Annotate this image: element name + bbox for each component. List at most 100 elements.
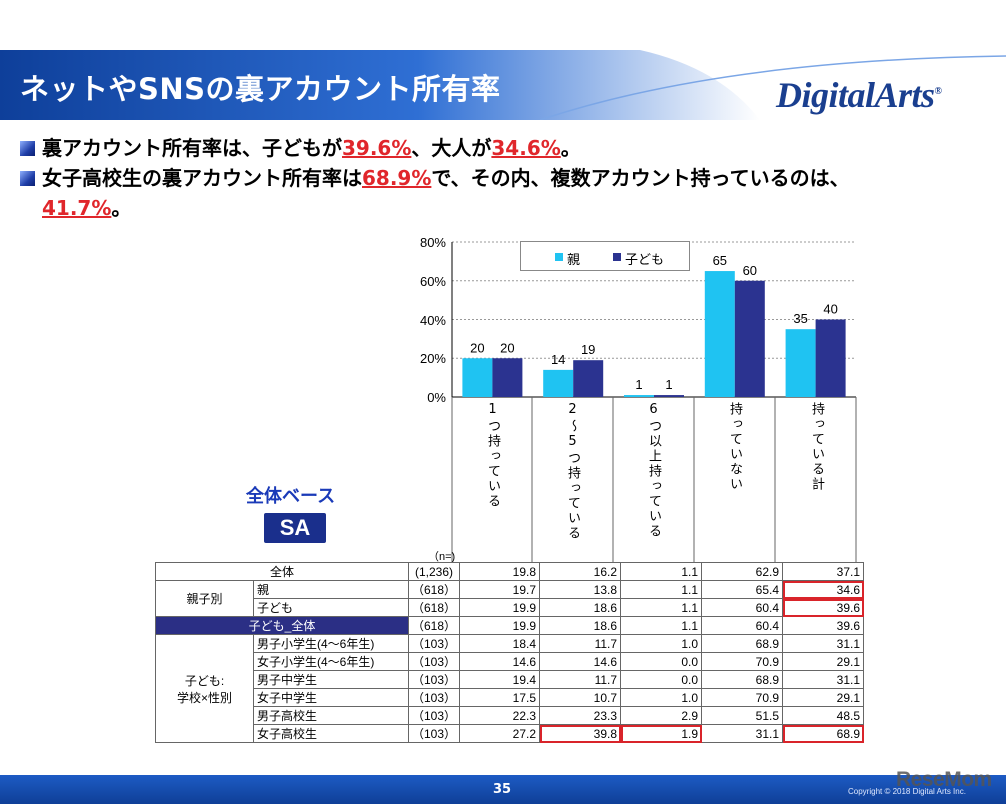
table-row: 親子別 親 （618） 19.7 13.8 1.1 65.4 34.6 xyxy=(155,580,865,617)
bar-parent xyxy=(624,395,654,397)
table-cell: 51.5 xyxy=(701,706,784,725)
bullet-2-continuation: 41.7%。 xyxy=(18,193,998,223)
data-table: 全体 (1,236) 19.8 16.2 1.1 62.9 37.1 親子別 親… xyxy=(155,562,865,743)
table-row-child-total: 子ども_全体 （618） 19.9 18.6 1.1 60.4 39.6 xyxy=(155,616,865,635)
table-cell: 68.9 xyxy=(701,670,784,689)
n-label: （n=) xyxy=(428,551,456,563)
table-cell: 22.3 xyxy=(459,706,541,725)
row-n: （103） xyxy=(407,706,461,725)
table-cell: 1.1 xyxy=(620,562,703,581)
row-n: （103） xyxy=(407,634,461,653)
highlight-value: 68.9% xyxy=(362,166,432,190)
table-row: 男子高校生 （103） 22.3 23.3 2.9 51.5 48.5 xyxy=(156,706,865,725)
table-row: 女子高校生 （103） 27.2 39.8 1.9 31.1 68.9 xyxy=(156,724,865,743)
table-cell: 1.1 xyxy=(620,580,703,599)
table-cell: 60.4 xyxy=(701,616,784,635)
table-cell: 31.1 xyxy=(782,634,865,653)
bar-child xyxy=(492,358,523,397)
legend-swatch-child xyxy=(613,253,621,261)
group-label: 子ども: 学校×性別 xyxy=(155,634,254,743)
table-cell: 13.8 xyxy=(539,580,622,599)
bar-parent xyxy=(462,358,493,397)
bar-child xyxy=(734,280,765,397)
bar-child xyxy=(815,319,846,397)
bullet-1: 裏アカウント所有率は、子どもが39.6%、大人が34.6%。 xyxy=(18,133,998,163)
highlighted-cell: 39.8 xyxy=(539,724,622,743)
row-n: （103） xyxy=(407,724,461,743)
column-header: 1つ持っている xyxy=(452,402,532,562)
table-cell: 1.0 xyxy=(620,688,703,707)
table-cell: 60.4 xyxy=(701,598,784,617)
data-label: 60 xyxy=(743,263,757,278)
table-cell: 18.4 xyxy=(459,634,541,653)
column-header-text: 2～5つ持っている xyxy=(565,402,580,541)
y-tick-label: 40% xyxy=(419,313,446,328)
bullet-text: 裏アカウント所有率は、子どもが xyxy=(42,136,342,160)
table-row: 子ども （618） 19.9 18.6 1.1 60.4 39.6 xyxy=(156,598,865,617)
y-tick-label: 80% xyxy=(419,235,446,250)
highlighted-cell: 39.6 xyxy=(782,598,865,617)
group-label: 親子別 xyxy=(155,580,254,617)
square-bullet-icon xyxy=(20,171,35,186)
highlighted-cell: 1.9 xyxy=(620,724,703,743)
row-label: 子ども_全体 xyxy=(155,616,409,635)
column-header-text: 6つ以上持っている xyxy=(646,402,661,539)
table-cell: 70.9 xyxy=(701,688,784,707)
column-header: 2～5つ持っている xyxy=(532,402,612,562)
data-label: 1 xyxy=(635,377,642,392)
bullet-text: で、その内、複数アカウント持っているのは、 xyxy=(431,166,850,190)
data-label: 14 xyxy=(551,352,565,367)
column-header: 6つ以上持っている xyxy=(613,402,693,562)
y-tick-label: 60% xyxy=(419,274,446,289)
table-cell: 68.9 xyxy=(701,634,784,653)
table-cell: 2.9 xyxy=(620,706,703,725)
bar-parent xyxy=(704,271,735,397)
table-cell: 39.6 xyxy=(782,616,865,635)
data-label: 20 xyxy=(470,340,484,355)
table-row: 女子中学生 （103） 17.5 10.7 1.0 70.9 29.1 xyxy=(156,688,865,707)
base-label: 全体ベース xyxy=(246,486,336,507)
bullet-text: 。 xyxy=(560,136,581,160)
table-cell: 23.3 xyxy=(539,706,622,725)
table-row: 女子小学生(4～6年生) （103） 14.6 14.6 0.0 70.9 29… xyxy=(156,652,865,671)
data-label: 1 xyxy=(665,377,672,392)
table-cell: 29.1 xyxy=(782,688,865,707)
sa-badge: SA xyxy=(264,513,326,543)
table-cell: 10.7 xyxy=(539,688,622,707)
page-number: 35 xyxy=(493,782,512,797)
data-label: 35 xyxy=(793,311,807,326)
table-cell: 14.6 xyxy=(539,652,622,671)
bar-parent xyxy=(785,329,816,397)
highlight-value: 34.6% xyxy=(491,136,561,160)
row-n: （103） xyxy=(407,688,461,707)
chart-legend: 親 子ども xyxy=(520,241,690,271)
table-cell: 16.2 xyxy=(539,562,622,581)
highlight-value: 41.7% xyxy=(42,196,112,220)
row-label: 子ども xyxy=(253,598,409,617)
table-cell: 1.0 xyxy=(620,634,703,653)
table-cell: 11.7 xyxy=(539,670,622,689)
footer-band xyxy=(0,775,1006,804)
bullet-text: 女子高校生の裏アカウント所有率は xyxy=(42,166,362,190)
page-title: ネットやSNSの裏アカウント所有率 xyxy=(20,72,501,106)
row-label: 女子中学生 xyxy=(253,688,409,707)
table-cell: 37.1 xyxy=(782,562,865,581)
row-n: (1,236) xyxy=(407,562,461,581)
row-label: 女子小学生(4～6年生) xyxy=(253,652,409,671)
copyright: Copyright © 2018 Digital Arts Inc. xyxy=(848,787,966,796)
bullet-2: 女子高校生の裏アカウント所有率は68.9%で、その内、複数アカウント持っているの… xyxy=(18,163,998,193)
bullet-text: 、大人が xyxy=(411,136,492,160)
row-n: （618） xyxy=(407,580,461,599)
bar-child xyxy=(573,360,604,397)
table-cell: 11.7 xyxy=(539,634,622,653)
column-header-text: 持っていない xyxy=(727,402,742,492)
table-row: 子ども: 学校×性別 男子小学生(4～6年生) （103） 18.4 11.7 1… xyxy=(155,634,865,743)
table-cell: 65.4 xyxy=(701,580,784,599)
table-cell: 19.7 xyxy=(459,580,541,599)
table-cell: 27.2 xyxy=(459,724,541,743)
highlighted-cell: 68.9 xyxy=(782,724,865,743)
row-label: 女子高校生 xyxy=(253,724,409,743)
table-row-overall: 全体 (1,236) 19.8 16.2 1.1 62.9 37.1 xyxy=(155,562,865,581)
table-cell: 1.1 xyxy=(620,598,703,617)
